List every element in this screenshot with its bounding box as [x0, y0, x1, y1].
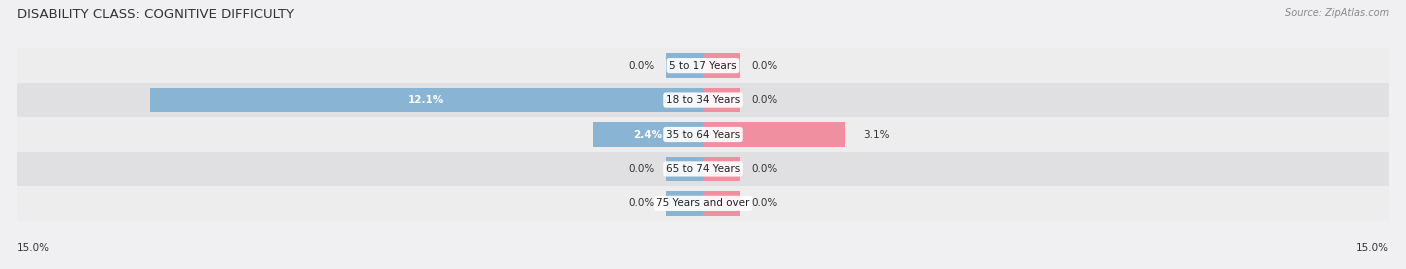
Text: 0.0%: 0.0% — [751, 164, 778, 174]
Text: 2.4%: 2.4% — [634, 129, 662, 140]
Bar — [703, 191, 740, 216]
Bar — [666, 157, 703, 181]
Bar — [149, 88, 703, 112]
Text: 3.1%: 3.1% — [863, 129, 890, 140]
Text: Source: ZipAtlas.com: Source: ZipAtlas.com — [1285, 8, 1389, 18]
Text: 12.1%: 12.1% — [408, 95, 444, 105]
Text: 0.0%: 0.0% — [628, 61, 655, 71]
Text: 0.0%: 0.0% — [751, 95, 778, 105]
Bar — [17, 83, 1389, 117]
Text: DISABILITY CLASS: COGNITIVE DIFFICULTY: DISABILITY CLASS: COGNITIVE DIFFICULTY — [17, 8, 294, 21]
Bar — [17, 48, 1389, 83]
Bar — [17, 152, 1389, 186]
Text: 0.0%: 0.0% — [628, 164, 655, 174]
Text: 15.0%: 15.0% — [1357, 243, 1389, 253]
Bar — [703, 53, 740, 78]
Text: 75 Years and over: 75 Years and over — [657, 198, 749, 208]
Bar — [703, 88, 740, 112]
Text: 35 to 64 Years: 35 to 64 Years — [666, 129, 740, 140]
Text: 0.0%: 0.0% — [751, 61, 778, 71]
Text: 65 to 74 Years: 65 to 74 Years — [666, 164, 740, 174]
Bar — [703, 122, 845, 147]
Bar — [703, 157, 740, 181]
Bar — [666, 191, 703, 216]
Bar — [666, 53, 703, 78]
Text: 0.0%: 0.0% — [628, 198, 655, 208]
Text: 15.0%: 15.0% — [17, 243, 49, 253]
Text: 5 to 17 Years: 5 to 17 Years — [669, 61, 737, 71]
Bar — [593, 122, 703, 147]
Text: 0.0%: 0.0% — [751, 198, 778, 208]
Text: 18 to 34 Years: 18 to 34 Years — [666, 95, 740, 105]
Bar — [17, 186, 1389, 221]
Bar — [17, 117, 1389, 152]
